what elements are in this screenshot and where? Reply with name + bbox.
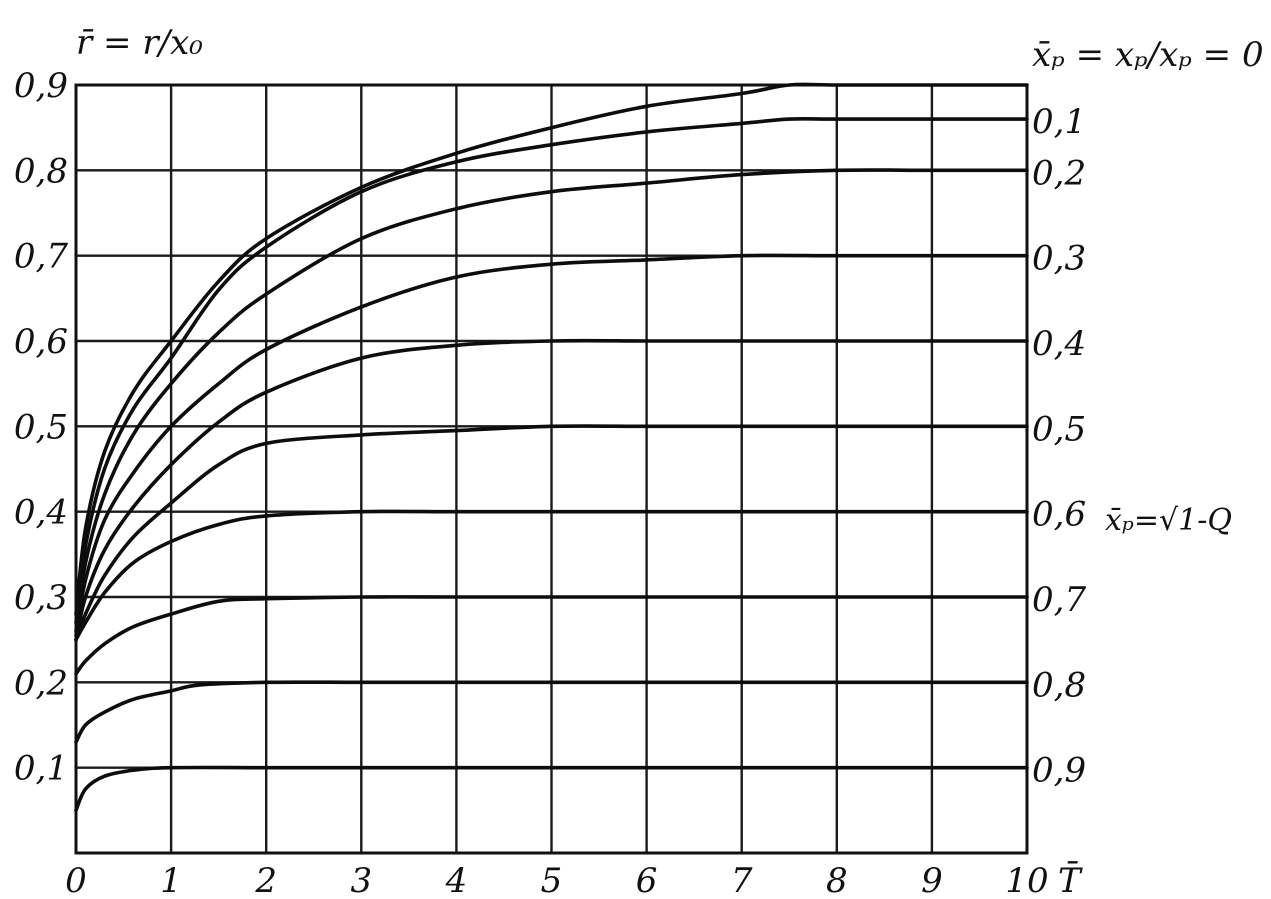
series-line-2 bbox=[74, 168, 1029, 633]
x-tick-label: 5 bbox=[541, 861, 563, 899]
y-tick-labels: 0,1 0,2 0,3 0,4 0,5 0,6 0,7 0,8 0,9 bbox=[14, 66, 68, 789]
series-line-4 bbox=[74, 338, 1029, 642]
series-line-6 bbox=[74, 509, 1029, 642]
y-tick-label: 0,1 bbox=[14, 749, 68, 789]
series-line-5 bbox=[74, 424, 1029, 642]
grid bbox=[76, 85, 1027, 853]
curve-label: 0,2 bbox=[1032, 153, 1086, 193]
curve-label: 0,4 bbox=[1032, 324, 1086, 364]
y-tick-label: 0,9 bbox=[14, 66, 68, 106]
curve-label: 0,9 bbox=[1032, 751, 1086, 791]
plot-frame bbox=[74, 83, 1029, 855]
series-line-7 bbox=[74, 595, 1029, 676]
curve-label: 0,8 bbox=[1032, 665, 1086, 705]
x-tick-label: 7 bbox=[731, 861, 753, 899]
x-tick-label: 8 bbox=[826, 861, 848, 899]
y-tick-label: 0,5 bbox=[14, 407, 68, 447]
y-tick-label: 0,7 bbox=[14, 237, 68, 277]
y-axis-label: r̄ = r/x₀ bbox=[76, 23, 203, 63]
x-axis-label: T̄ bbox=[1058, 860, 1083, 899]
y-tick-label: 0,4 bbox=[14, 493, 68, 533]
y-tick-label: 0,2 bbox=[14, 663, 68, 703]
series-line-0 bbox=[74, 82, 1029, 616]
curve-label-header: x̄ₚ = xₚ/xₚ = 0 bbox=[1032, 35, 1264, 75]
x-tick-labels: 0 1 2 3 4 5 6 7 8 9 10 bbox=[65, 861, 1048, 899]
x-tick-label: 1 bbox=[160, 861, 182, 899]
curve-label: 0,1 bbox=[1032, 102, 1086, 142]
series-layer bbox=[74, 82, 1029, 813]
curve-label: 0,3 bbox=[1032, 239, 1086, 279]
curve-label: 0,7 bbox=[1032, 580, 1086, 620]
curve-label: 0,5 bbox=[1032, 409, 1086, 449]
x-tick-label: 10 bbox=[1005, 861, 1048, 899]
x-tick-label: 4 bbox=[445, 861, 468, 899]
series-line-8 bbox=[74, 680, 1029, 744]
x-tick-label: 3 bbox=[350, 861, 372, 899]
x-tick-label: 0 bbox=[65, 861, 87, 899]
annotation-xp-formula: x̄ₚ=√1-Q bbox=[1105, 503, 1232, 538]
series-line-3 bbox=[74, 253, 1029, 638]
curve-labels: 0,1 0,2 0,3 0,4 0,5 0,6 0,7 0,8 0,9 bbox=[1032, 102, 1086, 791]
curve-label: 0,6 bbox=[1032, 495, 1086, 535]
x-tick-label: 2 bbox=[254, 861, 277, 899]
y-tick-label: 0,3 bbox=[14, 578, 68, 618]
y-tick-label: 0,6 bbox=[14, 322, 68, 362]
series-line-9 bbox=[74, 765, 1029, 813]
series-line-1 bbox=[74, 116, 1029, 625]
y-tick-label: 0,8 bbox=[14, 151, 68, 191]
x-tick-label: 6 bbox=[636, 861, 658, 899]
x-tick-label: 9 bbox=[921, 861, 943, 899]
